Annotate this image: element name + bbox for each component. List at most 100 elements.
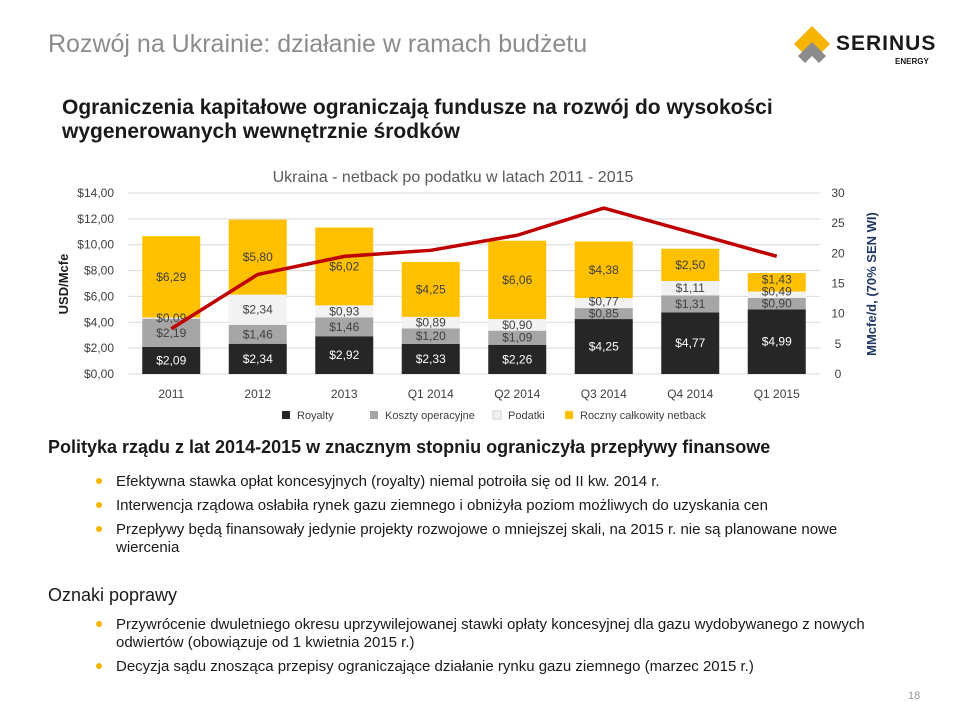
y-tick-label: $0,00 bbox=[84, 367, 114, 381]
improvement-bullet: Przywrócenie dwuletniego okresu uprzywil… bbox=[96, 616, 876, 652]
y2-tick-label: 10 bbox=[831, 307, 845, 321]
x-tick-label: 2011 bbox=[158, 387, 184, 401]
bar-value-label: $4,99 bbox=[762, 335, 792, 349]
bar-value-label: $1,20 bbox=[416, 329, 446, 343]
bar-value-label: $4,25 bbox=[589, 340, 619, 354]
bar-value-label: $2,34 bbox=[243, 352, 273, 366]
slide-subtitle: Ograniczenia kapitałowe ograniczają fund… bbox=[62, 96, 773, 143]
bar-value-label: $1,46 bbox=[329, 320, 359, 334]
bar-value-label: $1,09 bbox=[502, 331, 532, 345]
y-tick-label: $8,00 bbox=[84, 264, 114, 278]
bar-value-label: $0,90 bbox=[762, 297, 792, 311]
bar-value-label: $0,09 bbox=[156, 311, 186, 325]
royalty-bar bbox=[401, 343, 460, 374]
y-tick-label: $10,00 bbox=[77, 238, 114, 252]
bar-value-label: $5,80 bbox=[243, 250, 273, 264]
bar-value-label: $0,89 bbox=[416, 316, 446, 330]
bar-value-label: $0,93 bbox=[329, 304, 359, 318]
royalty-bar bbox=[747, 309, 806, 374]
bar-value-label: $2,50 bbox=[675, 258, 705, 272]
y-tick-label: $12,00 bbox=[77, 212, 114, 226]
y-tick-label: $14,00 bbox=[77, 186, 114, 200]
bar-value-label: $1,31 bbox=[675, 297, 705, 311]
bar-value-label: $1,11 bbox=[676, 281, 705, 295]
improvement-bullet: Decyzja sądu znosząca przepisy ogranicza… bbox=[96, 658, 876, 676]
page-number: 18 bbox=[908, 690, 921, 702]
bar-value-label: $0,49 bbox=[762, 285, 792, 299]
legend-label: Roczny całkowity netback bbox=[580, 410, 706, 422]
x-tick-label: Q2 2014 bbox=[494, 387, 540, 401]
policy-bullet: Przepływy będą finansowały jedynie proje… bbox=[96, 521, 856, 557]
netback-bar bbox=[315, 227, 374, 306]
opex-bar bbox=[574, 308, 633, 320]
y-tick-label: $4,00 bbox=[84, 315, 114, 329]
taxes-bar bbox=[747, 291, 806, 298]
bar-value-label: $2,26 bbox=[502, 352, 532, 366]
netback-chart: Ukraina - netback po podatku w latach 20… bbox=[56, 169, 879, 422]
x-tick-label: Q1 2015 bbox=[754, 387, 800, 401]
legend-label: Koszty operacyjne bbox=[385, 410, 475, 422]
opex-bar bbox=[228, 324, 287, 344]
taxes-bar bbox=[228, 294, 287, 325]
y-tick-label: $6,00 bbox=[84, 289, 114, 303]
logo-text: SERINUS bbox=[836, 32, 937, 55]
bar-value-label: $2,19 bbox=[156, 326, 186, 340]
bar-value-label: $4,77 bbox=[675, 336, 705, 350]
y2-tick-label: 0 bbox=[835, 367, 842, 381]
taxes-bar bbox=[401, 316, 460, 329]
y2-tick-label: 20 bbox=[831, 246, 845, 260]
taxes-bar bbox=[142, 317, 201, 319]
bar-value-label: $4,25 bbox=[416, 282, 446, 296]
netback-bar bbox=[661, 248, 720, 282]
y2-tick-label: 25 bbox=[831, 216, 845, 230]
x-tick-label: 2013 bbox=[331, 387, 358, 401]
bar-value-label: $0,85 bbox=[589, 307, 619, 321]
improvement-heading: Oznaki poprawy bbox=[48, 585, 178, 605]
bar-value-label: $0,77 bbox=[589, 295, 619, 309]
x-tick-label: Q1 2014 bbox=[408, 387, 454, 401]
chart-title: Ukraina - netback po podatku w latach 20… bbox=[273, 169, 634, 186]
production-line bbox=[170, 206, 778, 331]
logo-subtext: ENERGY bbox=[895, 57, 929, 66]
y2-tick-label: 15 bbox=[831, 277, 845, 291]
bar-value-label: $6,06 bbox=[502, 273, 532, 287]
policy-bullet-list: Efektywna stawka opłat koncesyjnych (roy… bbox=[96, 473, 856, 563]
legend-swatch bbox=[492, 410, 502, 420]
legend-label: Royalty bbox=[297, 410, 334, 422]
y-axis-title: USD/Mcfe bbox=[56, 254, 71, 315]
netback-bar bbox=[401, 261, 460, 317]
legend-swatch bbox=[370, 411, 378, 419]
taxes-bar bbox=[661, 281, 720, 296]
legend-label: Podatki bbox=[508, 410, 545, 422]
y2-axis-title: MMcfe/d, (70% SEN WI) bbox=[864, 212, 879, 356]
royalty-bar bbox=[142, 346, 201, 374]
bar-value-label: $2,33 bbox=[416, 352, 446, 366]
opex-bar bbox=[401, 328, 460, 344]
netback-bar bbox=[574, 241, 633, 299]
slide-title: Rozwój na Ukrainie: działanie w ramach b… bbox=[48, 30, 588, 58]
bar-value-label: $2,09 bbox=[156, 353, 186, 367]
policy-heading: Polityka rządu z lat 2014-2015 w znaczny… bbox=[48, 437, 771, 457]
improvement-bullet-list: Przywrócenie dwuletniego okresu uprzywil… bbox=[96, 616, 876, 682]
taxes-bar bbox=[488, 319, 547, 331]
logo-mark-icon bbox=[794, 26, 830, 63]
bar-value-label: $1,43 bbox=[762, 273, 792, 287]
bar-value-label: $1,46 bbox=[243, 327, 273, 341]
policy-bullet: Interwencja rządowa osłabiła rynek gazu … bbox=[96, 497, 856, 515]
taxes-bar bbox=[574, 298, 633, 309]
legend-swatch bbox=[282, 411, 290, 419]
opex-bar bbox=[488, 330, 547, 345]
legend-swatch bbox=[565, 411, 573, 419]
company-logo: SERINUS ENERGY bbox=[790, 24, 940, 68]
netback-bar bbox=[747, 273, 806, 292]
royalty-bar bbox=[488, 344, 547, 374]
bar-value-label: $2,92 bbox=[329, 348, 359, 362]
royalty-bar bbox=[228, 343, 287, 374]
netback-bar bbox=[228, 219, 287, 295]
royalty-bar bbox=[315, 336, 374, 374]
y2-tick-label: 30 bbox=[831, 186, 845, 200]
x-tick-label: Q4 2014 bbox=[667, 387, 713, 401]
y2-tick-label: 5 bbox=[835, 337, 842, 351]
bar-value-label: $6,02 bbox=[329, 259, 359, 273]
bar-value-label: $2,34 bbox=[243, 303, 273, 317]
